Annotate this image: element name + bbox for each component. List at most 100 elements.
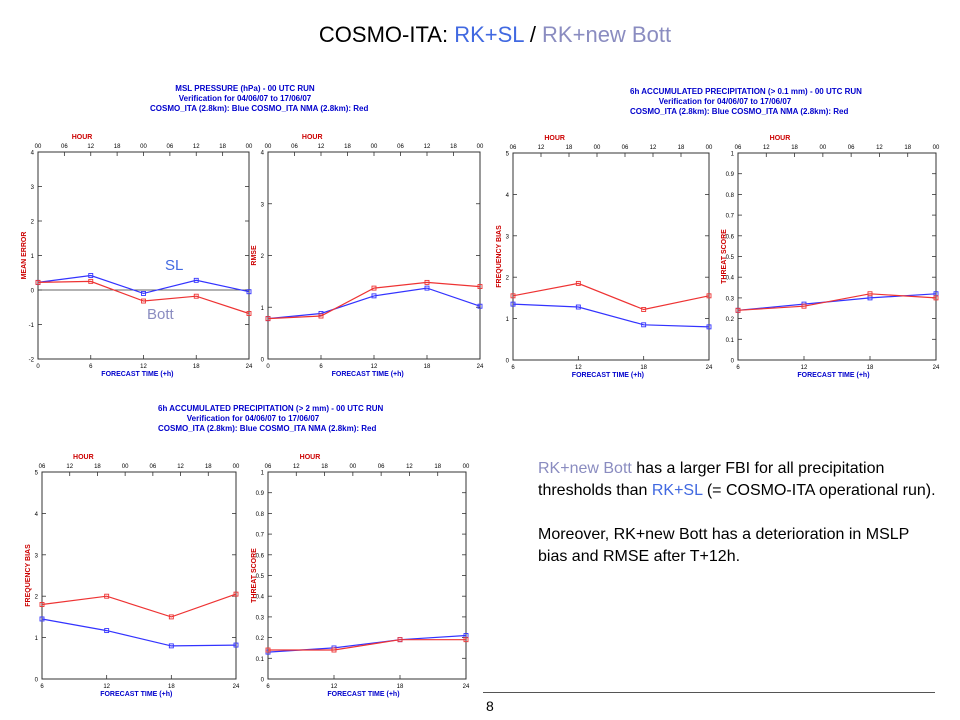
data-point-blue [575, 304, 581, 310]
y-tick-label: 0 [506, 359, 510, 365]
hour-axis-label: HOUR [73, 454, 94, 461]
y-tick-label: 4 [35, 512, 39, 518]
plot-frame [37, 151, 250, 360]
title-separator: / [523, 22, 543, 47]
hour-axis-label: HOUR [300, 454, 321, 461]
top-tick-label: 18 [205, 464, 212, 470]
x-axis-title: FORECAST TIME (+h) [572, 372, 644, 379]
data-point-blue [246, 289, 252, 295]
summary-text: RK+new Bott has a larger FBI for all pre… [538, 458, 938, 590]
data-point-red [318, 313, 324, 319]
summary-rk-new-bott: RK+new Bott [538, 460, 632, 477]
y-tick-label: 0.4 [726, 276, 735, 282]
data-point-red [233, 591, 239, 597]
x-axis-title: FORECAST TIME (+h) [101, 371, 173, 378]
top-tick-label: 12 [538, 145, 545, 151]
x-tick-label: 18 [168, 684, 175, 690]
top-tick-label: 12 [177, 464, 184, 470]
x-tick-label: 12 [801, 365, 808, 371]
header-legend: COSMO_ITA (2.8km): Blue COSMO_ITA NMA (2… [158, 424, 377, 433]
top-tick-label: 00 [933, 145, 940, 151]
series-line-blue [41, 618, 237, 647]
page-number: 8 [486, 698, 494, 714]
top-tick-label: 00 [246, 144, 253, 150]
y-tick-label: 3 [35, 553, 39, 559]
hour-axis-label: HOUR [302, 134, 323, 141]
top-tick-label: 12 [876, 145, 883, 151]
summary-fbi-text: has a larger FBI for all precipitation t… [538, 460, 885, 499]
top-tick-label: 12 [66, 464, 73, 470]
data-point-red [706, 293, 712, 299]
x-axis-title: FORECAST TIME (+h) [332, 371, 404, 378]
top-tick-label: 06 [397, 144, 404, 150]
top-tick-label: 06 [167, 144, 174, 150]
top-tick-label: 18 [566, 145, 573, 151]
title-rk-new-bott: RK+new Bott [542, 22, 672, 47]
x-tick-label: 12 [331, 684, 338, 690]
x-tick-label: 12 [575, 365, 582, 371]
data-point-blue [39, 616, 45, 622]
y-tick-label: 2 [506, 276, 510, 282]
y-tick-label: 0.1 [726, 338, 735, 344]
data-point-red [510, 293, 516, 299]
top-tick-label: 06 [61, 144, 68, 150]
plot-frame [267, 471, 467, 680]
y-tick-label: 0.7 [726, 214, 735, 220]
x-tick-label: 6 [40, 684, 44, 690]
y-tick-label: 2 [261, 254, 265, 260]
header-legend: COSMO_ITA (2.8km): Blue COSMO_ITA NMA (2… [630, 107, 849, 116]
y-tick-label: 1 [261, 471, 265, 477]
series-line-blue [267, 287, 481, 320]
hour-axis-label: HOUR [544, 135, 565, 142]
y-axis-title: FREQUENCY BIAS [496, 225, 503, 288]
series-line-red [267, 281, 481, 320]
top-tick-label: 12 [293, 464, 300, 470]
data-point-blue [641, 322, 647, 328]
top-tick-label: 00 [35, 144, 42, 150]
data-point-red [141, 298, 146, 304]
plot-frame [41, 471, 237, 680]
x-tick-label: 24 [477, 364, 484, 370]
series-line-red [41, 593, 237, 618]
series-line-blue [37, 274, 250, 295]
data-point-red [88, 278, 94, 284]
data-point-red [575, 280, 581, 286]
data-point-red [168, 614, 174, 620]
top-tick-label: 12 [763, 145, 770, 151]
y-tick-label: 0 [261, 678, 265, 684]
x-tick-label: 0 [36, 364, 40, 370]
top-tick-label: 18 [94, 464, 101, 470]
x-tick-label: 12 [103, 684, 110, 690]
data-point-red [641, 307, 647, 312]
top-tick-label: 00 [371, 144, 378, 150]
data-point-red [331, 647, 337, 653]
summary-rk-sl: RK+SL [651, 482, 703, 499]
series-line-red [37, 280, 250, 315]
top-tick-label: 18 [678, 145, 685, 151]
slide-title: COSMO-ITA: RK+SL / RK+new Bott [0, 22, 960, 48]
y-tick-label: 0.1 [256, 657, 265, 663]
x-tick-label: 24 [706, 365, 713, 371]
x-tick-label: 6 [511, 365, 515, 371]
top-tick-label: 12 [406, 464, 413, 470]
y-tick-label: 3 [31, 185, 35, 191]
data-point-red [193, 293, 199, 299]
x-tick-label: 18 [640, 365, 647, 371]
top-tick-label: 18 [219, 144, 226, 150]
y-tick-label: 1 [506, 317, 510, 323]
top-tick-label: 06 [848, 145, 855, 151]
top-tick-label: 06 [265, 464, 272, 470]
y-tick-label: 3 [261, 202, 265, 208]
precip-2mm-threat-score-chart: 0 0.1 0.2 0.3 0.4 0.5 0.6 0.7 0.8 0.9 1 6 12 18 24 06 12… [251, 454, 470, 698]
top-tick-label: 06 [291, 144, 298, 150]
y-axis-title: THREAT SCORE [251, 548, 258, 603]
header-title: 6h ACCUMULATED PRECIPITATION (> 0.1 mm) … [630, 87, 862, 96]
header-period: Verification for 04/06/07 to 17/06/07 [178, 94, 312, 103]
top-tick-label: 06 [735, 145, 742, 151]
data-point-red [39, 602, 45, 607]
y-tick-label: 0.5 [256, 574, 265, 580]
data-point-red [265, 647, 271, 653]
y-tick-label: 4 [261, 151, 265, 157]
y-tick-label: 0 [261, 358, 265, 364]
